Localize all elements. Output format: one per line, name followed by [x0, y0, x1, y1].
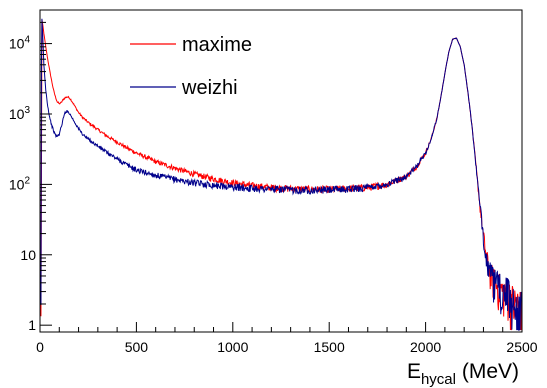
series-line-weizhi	[40, 18, 523, 331]
x-axis-title: Ehycal (MeV)	[407, 360, 519, 388]
y-tick-label: 102	[9, 175, 31, 192]
legend-label-maxime: maxime	[182, 34, 252, 56]
x-tick-label: 0	[36, 339, 44, 355]
x-tick-label: 1000	[217, 339, 248, 355]
y-tick-label: 1	[28, 317, 36, 333]
plot-frame	[39, 9, 523, 333]
x-axis-title-main: E	[407, 360, 421, 383]
x-axis-title-unit: (MeV)	[456, 360, 519, 383]
x-axis-title-subscript: hycal	[421, 371, 456, 388]
y-tick-label: 104	[9, 35, 31, 52]
x-tick-label: 1500	[314, 339, 345, 355]
legend: maxime weizhi	[130, 34, 252, 99]
x-tick-label: 2000	[410, 339, 441, 355]
axes-layer: 0 500 1000 1500 2000 2500 1 10 102 103 104	[9, 9, 538, 355]
legend-label-weizhi: weizhi	[181, 77, 238, 99]
x-tick-label: 500	[125, 339, 149, 355]
y-tick-label: 10	[20, 247, 36, 263]
x-tick-label: 2500	[506, 339, 537, 355]
y-tick-label: 103	[9, 105, 31, 122]
series-layer	[40, 18, 523, 331]
